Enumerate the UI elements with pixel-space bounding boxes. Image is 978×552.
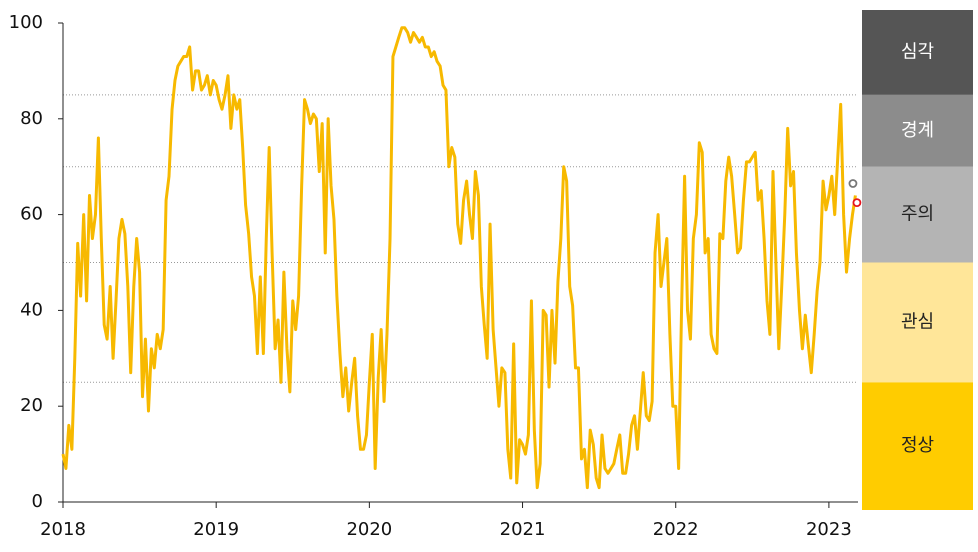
band-label: 주의 (901, 204, 934, 225)
y-tick-label: 100 (9, 12, 43, 33)
band-label: 관심 (901, 311, 934, 332)
band-label: 경계 (901, 120, 934, 141)
band-label: 심각 (901, 41, 934, 62)
end-marker (848, 179, 858, 188)
y-tick-label: 0 (32, 491, 43, 512)
band-label: 정상 (901, 435, 934, 456)
x-tick-label: 2023 (806, 519, 852, 540)
x-tick-label: 2021 (500, 519, 546, 540)
end-marker (852, 198, 862, 208)
band (862, 166, 973, 263)
x-tick-label: 2019 (193, 519, 239, 540)
x-tick-label: 2020 (346, 519, 392, 540)
y-tick-label: 80 (20, 108, 43, 129)
x-tick-label: 2022 (653, 519, 699, 540)
y-tick-label: 20 (20, 395, 43, 416)
y-tick-label: 60 (20, 204, 43, 225)
y-tick-label: 40 (20, 299, 43, 320)
x-tick-label: 2018 (40, 519, 86, 540)
line (61, 26, 857, 490)
band (862, 94, 973, 167)
band (862, 10, 973, 95)
band (862, 262, 973, 383)
band (862, 382, 973, 510)
